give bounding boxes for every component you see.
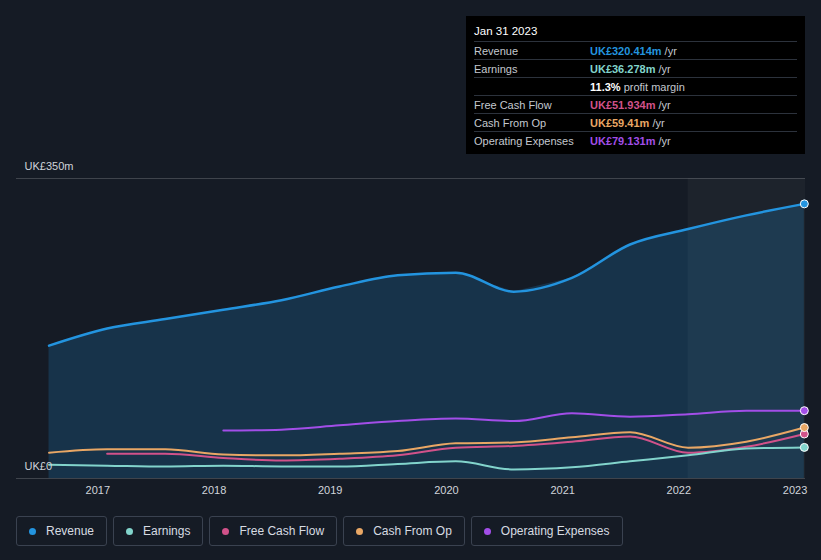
html-text:Earnings: Earnings bbox=[143, 524, 191, 538]
html-text:Free Cash Flow: Free Cash Flow bbox=[474, 99, 552, 111]
svg-text:2018: 2018 bbox=[202, 484, 226, 496]
html-text:Operating Expenses: Operating Expenses bbox=[500, 524, 610, 538]
html-text:UK£320.414m /yr: UK£320.414m /yr bbox=[590, 45, 677, 57]
svg-text:2017: 2017 bbox=[86, 484, 110, 496]
html-text:UK£79.131m /yr: UK£79.131m /yr bbox=[590, 135, 671, 147]
html-text:UK£59.41m /yr: UK£59.41m /yr bbox=[590, 117, 665, 129]
html-text:Revenue: Revenue bbox=[46, 524, 94, 538]
svg-text:2022: 2022 bbox=[667, 484, 691, 496]
html-text:Free Cash Flow: Free Cash Flow bbox=[239, 524, 325, 538]
svg-text:UK£350m: UK£350m bbox=[25, 160, 74, 172]
html-text:Cash From Op: Cash From Op bbox=[373, 524, 452, 538]
html-text:Jan 31 2023: Jan 31 2023 bbox=[474, 25, 538, 37]
svg-text:2023: 2023 bbox=[783, 484, 807, 496]
html-text:Revenue: Revenue bbox=[474, 45, 518, 57]
svg-text:2019: 2019 bbox=[318, 484, 342, 496]
html-text:11.3% profit margin: 11.3% profit margin bbox=[590, 81, 685, 93]
svg-text:UK£0: UK£0 bbox=[25, 460, 53, 472]
svg-text:2020: 2020 bbox=[434, 484, 458, 496]
html-text:UK£51.934m /yr: UK£51.934m /yr bbox=[590, 99, 671, 111]
html-text:Earnings: Earnings bbox=[474, 63, 518, 75]
svg-text:2021: 2021 bbox=[550, 484, 574, 496]
html-text:UK£36.278m /yr: UK£36.278m /yr bbox=[590, 63, 671, 75]
html-text:Operating Expenses: Operating Expenses bbox=[474, 135, 574, 147]
html-text:Cash From Op: Cash From Op bbox=[474, 117, 547, 129]
